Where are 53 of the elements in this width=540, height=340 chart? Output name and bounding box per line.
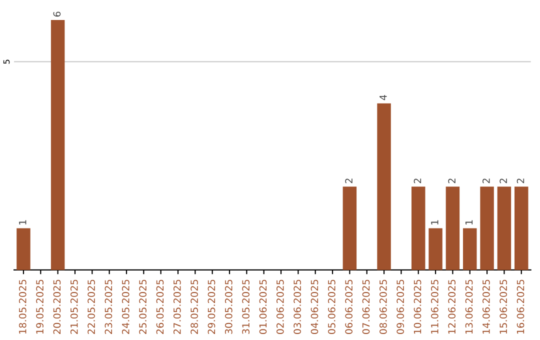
bar bbox=[463, 228, 477, 270]
x-tick-label: 16.06.2025 bbox=[516, 280, 524, 334]
x-tick-label: 29.05.2025 bbox=[208, 280, 216, 334]
x-tick-label: 08.06.2025 bbox=[379, 280, 387, 334]
x-tick-label: 05.06.2025 bbox=[328, 280, 336, 334]
x-tick-label: 27.05.2025 bbox=[173, 280, 181, 334]
x-tick-label: 06.06.2025 bbox=[345, 280, 353, 334]
x-tick-label: 07.06.2025 bbox=[362, 280, 370, 334]
x-tick-label: 18.05.2025 bbox=[18, 280, 26, 334]
x-tick-label: 26.05.2025 bbox=[156, 280, 164, 334]
bar bbox=[377, 103, 391, 270]
bar bbox=[16, 228, 30, 270]
x-tick-label: 30.05.2025 bbox=[224, 280, 232, 334]
x-tick-label: 13.06.2025 bbox=[465, 280, 473, 334]
bar bbox=[497, 186, 512, 270]
bar bbox=[342, 186, 357, 270]
x-tick-label: 03.06.2025 bbox=[294, 280, 302, 334]
data-label: 2 bbox=[345, 178, 352, 184]
bar bbox=[50, 20, 65, 270]
x-tick-label: 20.05.2025 bbox=[53, 280, 61, 334]
x-tick-label: 01.06.2025 bbox=[259, 280, 267, 334]
x-tick-label: 09.06.2025 bbox=[396, 280, 404, 334]
bar bbox=[514, 186, 528, 270]
bar bbox=[428, 228, 442, 270]
data-label: 1 bbox=[19, 220, 26, 224]
bar bbox=[446, 186, 460, 270]
data-label: 6 bbox=[53, 12, 61, 17]
x-tick-label: 02.06.2025 bbox=[276, 280, 284, 334]
data-label: 4 bbox=[380, 94, 387, 100]
x-tick-label: 12.06.2025 bbox=[448, 280, 456, 334]
x-tick-label: 28.05.2025 bbox=[190, 280, 198, 334]
data-label: 2 bbox=[482, 178, 490, 184]
data-label: 1 bbox=[431, 220, 438, 224]
data-label: 2 bbox=[500, 178, 507, 184]
data-label: 1 bbox=[465, 220, 473, 224]
x-tick-label: 24.05.2025 bbox=[122, 280, 130, 334]
data-label: 2 bbox=[448, 178, 456, 184]
x-tick-label: 11.06.2025 bbox=[431, 280, 438, 334]
x-tick-label: 31.05.2025 bbox=[242, 280, 250, 334]
y-tick-label: 5 bbox=[3, 60, 10, 64]
x-tick-label: 21.05.2025 bbox=[70, 280, 78, 334]
x-tick-label: 10.06.2025 bbox=[414, 280, 422, 334]
bar bbox=[411, 186, 426, 270]
x-tick-label: 04.06.2025 bbox=[310, 280, 318, 334]
x-tick-label: 23.05.2025 bbox=[104, 280, 112, 334]
x-tick-label: 19.05.2025 bbox=[36, 280, 44, 334]
x-tick-label: 14.06.2025 bbox=[482, 280, 490, 334]
x-tick-label: 22.05.2025 bbox=[88, 280, 95, 334]
x-tick-label: 15.06.2025 bbox=[500, 280, 508, 334]
data-label: 2 bbox=[414, 178, 422, 184]
bar bbox=[480, 186, 494, 270]
data-label: 2 bbox=[516, 178, 524, 184]
x-tick-label: 25.05.2025 bbox=[139, 280, 146, 334]
